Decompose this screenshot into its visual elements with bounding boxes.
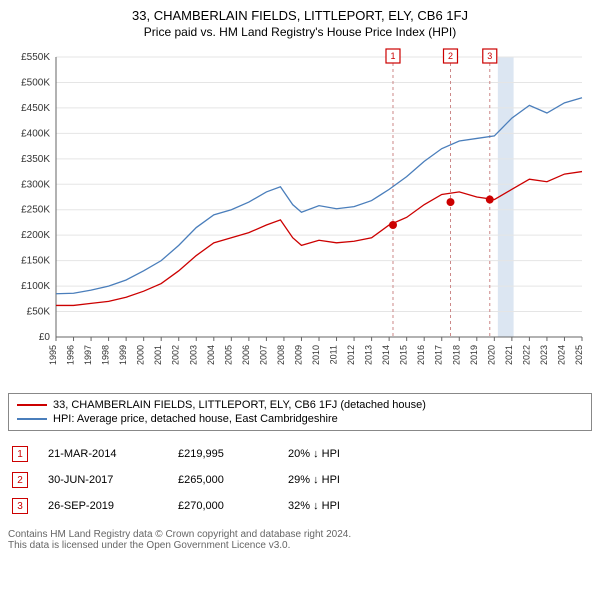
sale-date: 26-SEP-2019 — [48, 500, 158, 512]
footer-attribution: Contains HM Land Registry data © Crown c… — [8, 529, 592, 551]
svg-text:2001: 2001 — [153, 345, 163, 365]
svg-text:2008: 2008 — [276, 345, 286, 365]
svg-text:2010: 2010 — [311, 345, 321, 365]
svg-text:2025: 2025 — [574, 345, 584, 365]
legend-label: 33, CHAMBERLAIN FIELDS, LITTLEPORT, ELY,… — [53, 399, 426, 411]
svg-text:2019: 2019 — [469, 345, 479, 365]
svg-text:2006: 2006 — [241, 345, 251, 365]
svg-text:£100K: £100K — [21, 281, 50, 292]
svg-text:£300K: £300K — [21, 179, 50, 190]
svg-text:3: 3 — [487, 51, 492, 61]
svg-text:2018: 2018 — [451, 345, 461, 365]
svg-text:2024: 2024 — [556, 345, 566, 365]
svg-text:2021: 2021 — [504, 345, 514, 365]
sale-date: 21-MAR-2014 — [48, 448, 158, 460]
svg-text:1: 1 — [390, 51, 395, 61]
svg-text:£450K: £450K — [21, 103, 50, 114]
legend: 33, CHAMBERLAIN FIELDS, LITTLEPORT, ELY,… — [8, 393, 592, 431]
sale-marker-icon: 1 — [12, 446, 28, 462]
sales-table: 1 21-MAR-2014 £219,995 20% ↓ HPI 2 30-JUN-201… — [8, 441, 592, 519]
svg-text:2005: 2005 — [223, 345, 233, 365]
svg-text:2002: 2002 — [171, 345, 181, 365]
svg-text:£200K: £200K — [21, 230, 50, 241]
price-chart: £0 £50K £100K £150K £200K £250K £300K £350K £400… — [8, 47, 592, 387]
sale-price: £219,995 — [178, 448, 268, 460]
legend-swatch — [17, 404, 47, 406]
svg-text:2009: 2009 — [293, 345, 303, 365]
svg-text:£500K: £500K — [21, 77, 50, 88]
svg-text:2014: 2014 — [381, 345, 391, 365]
svg-text:2012: 2012 — [346, 345, 356, 365]
svg-text:1997: 1997 — [83, 345, 93, 365]
legend-label: HPI: Average price, detached house, East… — [53, 413, 338, 425]
footer-line-2: This data is licensed under the Open Gov… — [8, 540, 592, 551]
chart-title: 33, CHAMBERLAIN FIELDS, LITTLEPORT, ELY,… — [8, 8, 592, 23]
svg-text:2020: 2020 — [486, 345, 496, 365]
svg-text:2015: 2015 — [399, 345, 409, 365]
svg-text:£0: £0 — [39, 332, 51, 343]
legend-item: HPI: Average price, detached house, East… — [17, 412, 583, 426]
sale-marker-icon: 3 — [12, 498, 28, 514]
svg-text:2003: 2003 — [188, 345, 198, 365]
svg-text:2017: 2017 — [434, 345, 444, 365]
svg-text:1999: 1999 — [118, 345, 128, 365]
legend-swatch — [17, 418, 47, 420]
chart-area: £0 £50K £100K £150K £200K £250K £300K £350K £400… — [8, 47, 592, 387]
svg-text:2: 2 — [448, 51, 453, 61]
sale-row: 3 26-SEP-2019 £270,000 32% ↓ HPI — [8, 493, 592, 519]
svg-text:2023: 2023 — [539, 345, 549, 365]
svg-text:2016: 2016 — [416, 345, 426, 365]
svg-text:2022: 2022 — [521, 345, 531, 365]
svg-text:1998: 1998 — [101, 345, 111, 365]
sale-row: 1 21-MAR-2014 £219,995 20% ↓ HPI — [8, 441, 592, 467]
sale-delta: 29% ↓ HPI — [288, 474, 340, 486]
sale-date: 30-JUN-2017 — [48, 474, 158, 486]
svg-text:2007: 2007 — [258, 345, 268, 365]
svg-text:1995: 1995 — [48, 345, 58, 365]
chart-subtitle: Price paid vs. HM Land Registry's House … — [8, 25, 592, 39]
svg-text:1996: 1996 — [66, 345, 76, 365]
footer-line-1: Contains HM Land Registry data © Crown c… — [8, 529, 592, 540]
svg-text:2000: 2000 — [136, 345, 146, 365]
svg-text:2013: 2013 — [364, 345, 374, 365]
svg-text:2004: 2004 — [206, 345, 216, 365]
svg-text:2011: 2011 — [329, 345, 339, 364]
svg-text:£150K: £150K — [21, 256, 50, 267]
sale-delta: 20% ↓ HPI — [288, 448, 340, 460]
sale-price: £265,000 — [178, 474, 268, 486]
svg-text:£50K: £50K — [27, 307, 51, 318]
legend-item: 33, CHAMBERLAIN FIELDS, LITTLEPORT, ELY,… — [17, 398, 583, 412]
sale-marker-icon: 2 — [12, 472, 28, 488]
sale-row: 2 30-JUN-2017 £265,000 29% ↓ HPI — [8, 467, 592, 493]
sale-delta: 32% ↓ HPI — [288, 500, 340, 512]
svg-text:£550K: £550K — [21, 52, 50, 63]
svg-text:£350K: £350K — [21, 154, 50, 165]
svg-text:£250K: £250K — [21, 205, 50, 216]
sale-price: £270,000 — [178, 500, 268, 512]
svg-text:£400K: £400K — [21, 128, 50, 139]
